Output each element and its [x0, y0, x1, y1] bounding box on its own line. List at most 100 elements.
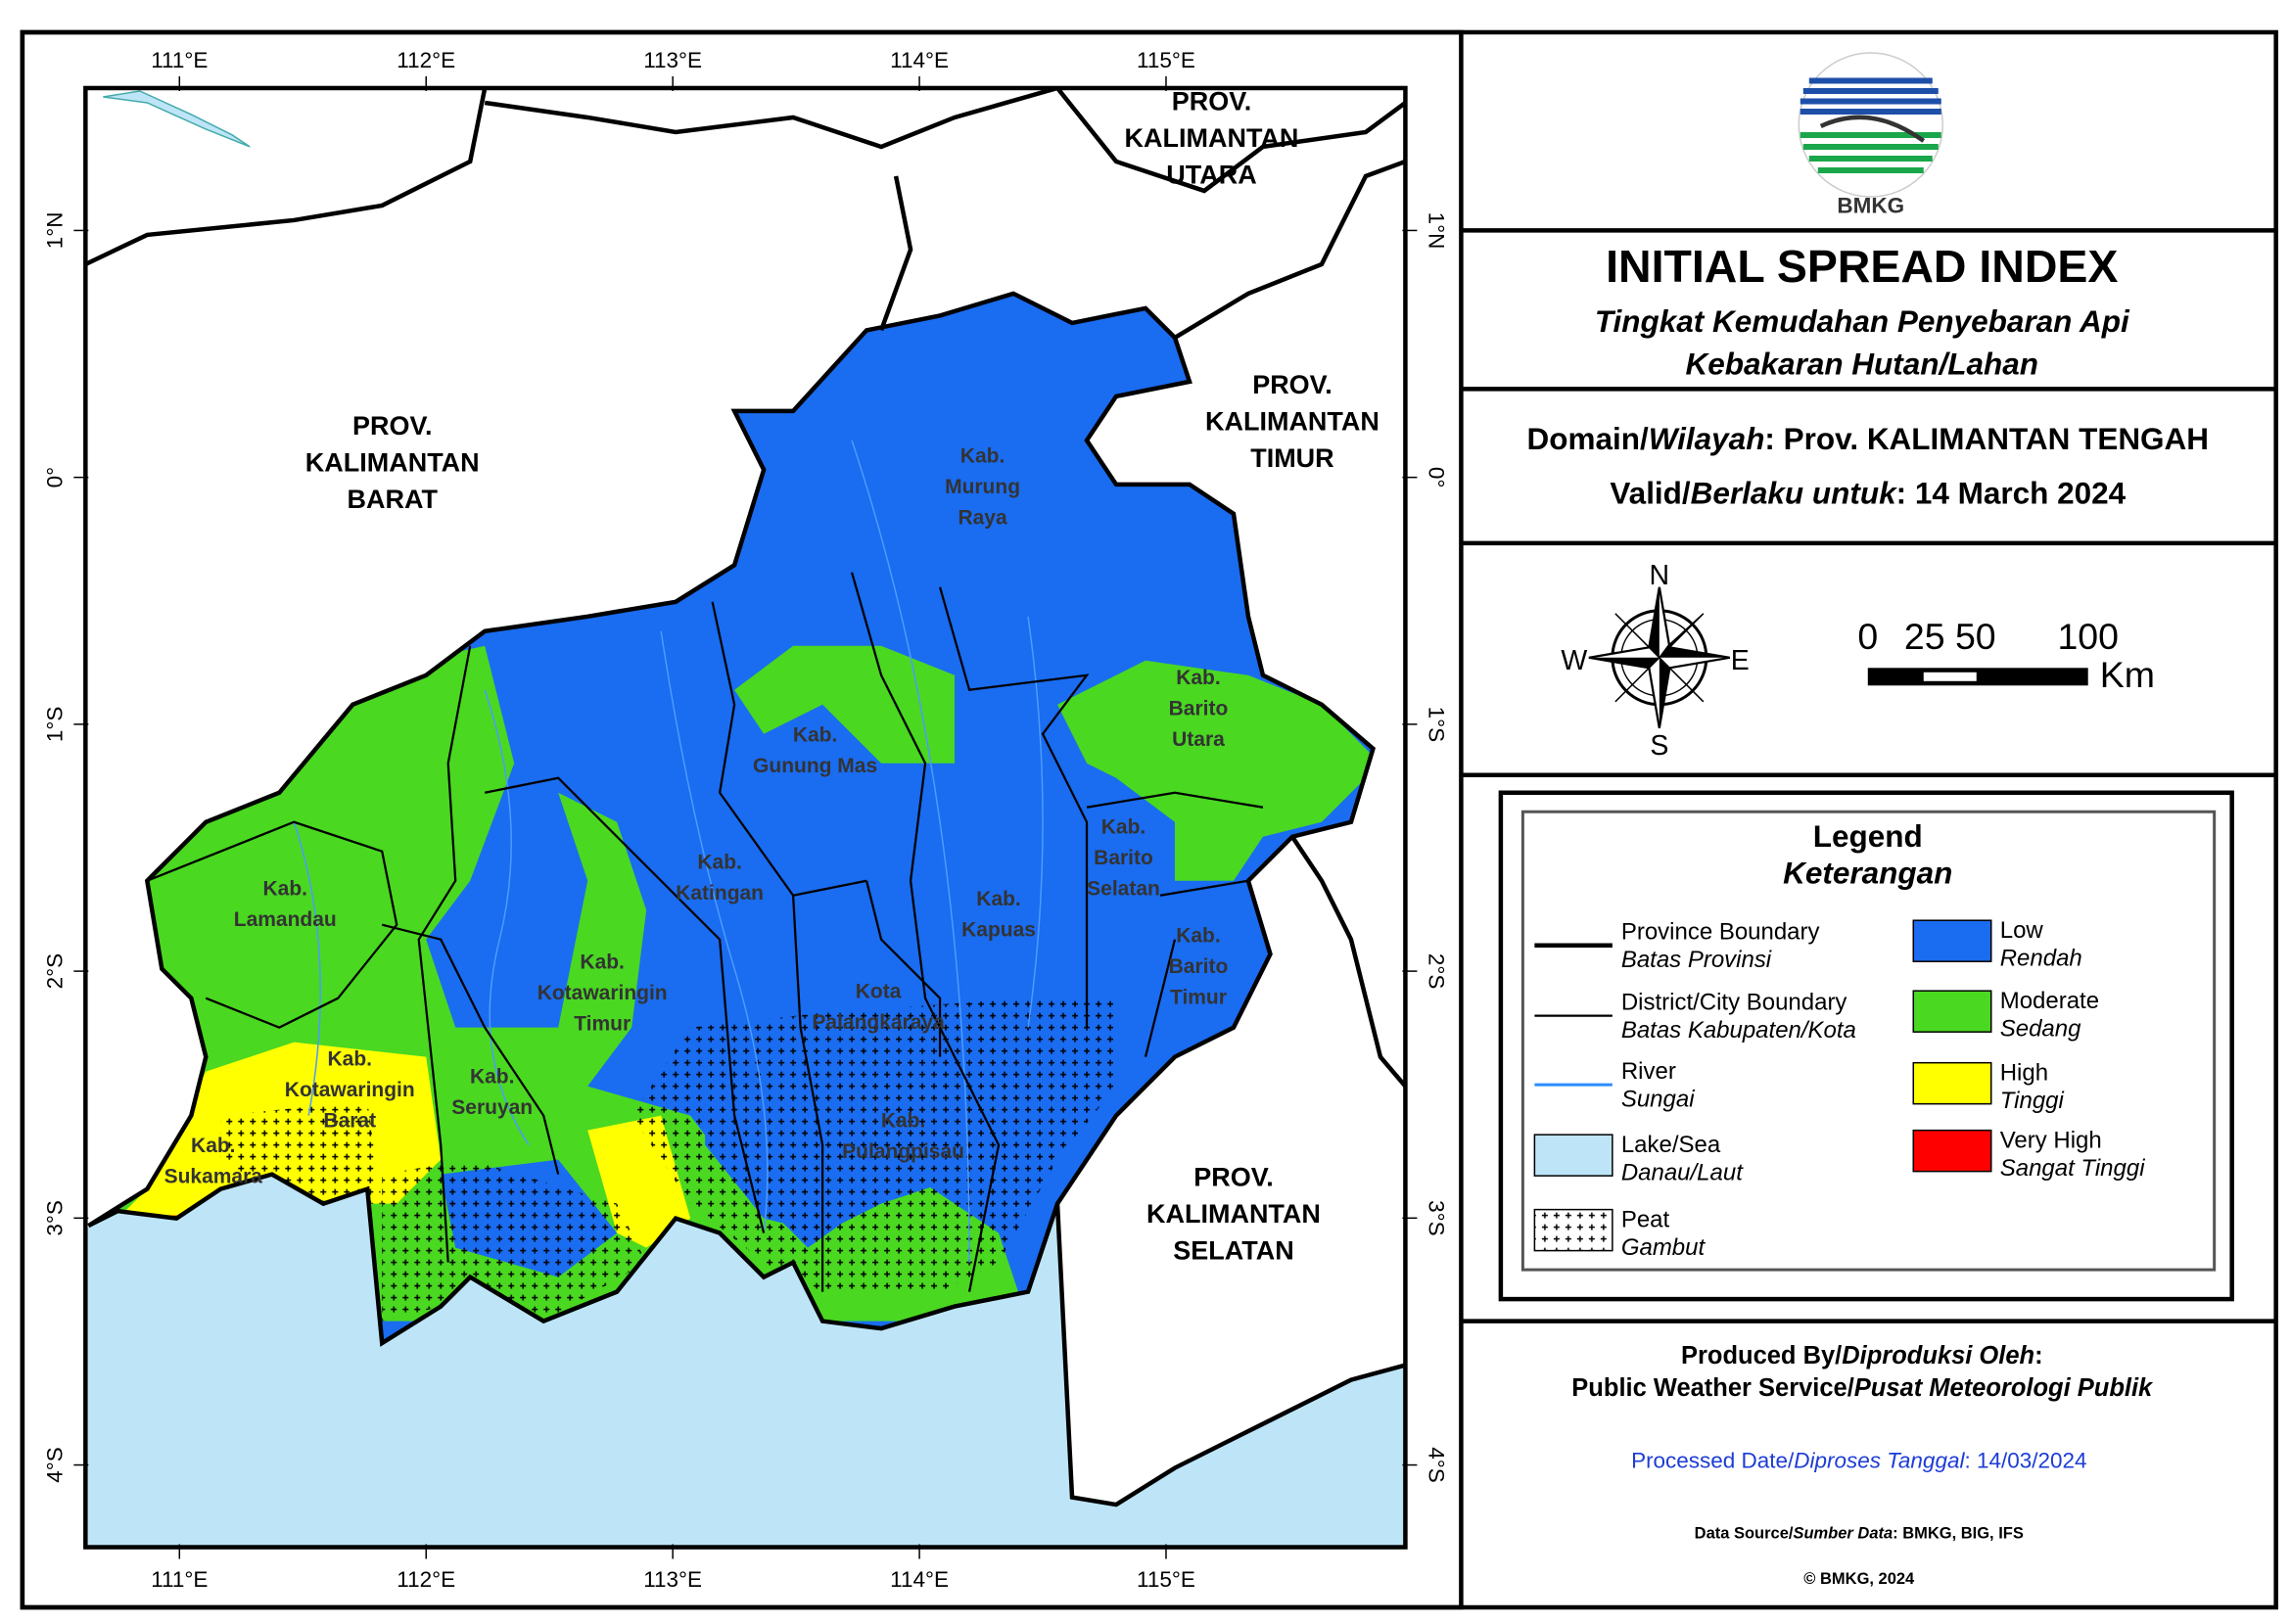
legend-label: Peat: [1621, 1207, 1670, 1233]
district-label: Barito: [1169, 697, 1229, 719]
province-boundary: [85, 87, 488, 266]
lat-label: 3°S: [42, 1200, 67, 1236]
legend-sublabel: Gambut: [1621, 1234, 1707, 1261]
river: [1027, 616, 1044, 1028]
scale-label: 100: [2057, 616, 2119, 657]
service-part: Public Weather Service/: [1571, 1374, 1853, 1402]
district-label: Barito: [1094, 847, 1153, 869]
province-label: KALIMANTAN: [1205, 406, 1379, 436]
moderate-area: [734, 645, 956, 764]
lat-label: 4°S: [42, 1447, 67, 1483]
district-label: Kab.: [580, 951, 624, 974]
province-boundary: [878, 175, 913, 332]
legend-sublabel: Sangat Tinggi: [2000, 1155, 2145, 1182]
legend-label: Low: [2000, 917, 2044, 944]
lat-label: 2°S: [42, 953, 67, 990]
produced-by-part: Diproduksi Oleh: [1842, 1342, 2034, 1369]
moderate-area: [1057, 660, 1374, 881]
legend-sublabel: Sungai: [1621, 1087, 1695, 1113]
province-label: KALIMANTAN: [305, 447, 480, 477]
compass-label: S: [1650, 730, 1668, 762]
processed-date-part: Processed Date/: [1631, 1449, 1795, 1473]
district-label: Lamandau: [234, 908, 337, 931]
district-label: Kab.: [1176, 667, 1220, 689]
copyright: © BMKG, 2024: [1803, 1570, 1915, 1588]
domain-part: : Prov. KALIMANTAN TENGAH: [1764, 421, 2209, 456]
scale-unit: Km: [2100, 654, 2155, 695]
province-label: BARAT: [348, 485, 439, 514]
district-boundary: [146, 820, 398, 1029]
data-source-part: Sumber Data: [1793, 1525, 1893, 1543]
province-boundary: [1290, 835, 1406, 1089]
district-label: Kota: [856, 981, 902, 1003]
district-label: Kab.: [793, 723, 837, 746]
processed-date-part: : 14/03/2024: [1964, 1449, 2086, 1473]
lon-label: 112°E: [397, 1567, 455, 1592]
province-label: PROV.: [352, 411, 432, 441]
map-border: [83, 85, 1408, 1550]
province-label: PROV.: [1252, 370, 1332, 399]
produced-by-part: :: [2034, 1342, 2043, 1369]
legend-swatch: [1533, 1208, 1613, 1252]
lat-label: 2°S: [1424, 953, 1448, 990]
legend-sublabel: Sedang: [2000, 1016, 2081, 1043]
district-label: Sukamara: [164, 1166, 263, 1188]
lon-label: 111°E: [151, 1567, 208, 1592]
district-boundary: [1086, 791, 1264, 1057]
lake: [103, 90, 251, 148]
district-label: Kab.: [976, 888, 1020, 910]
info-panel: [1461, 52, 2276, 1323]
lat-label: 1°S: [42, 707, 67, 743]
domain-part: Domain/: [1527, 421, 1649, 456]
service-part: Pusat Meteorologi Publik: [1854, 1374, 2154, 1402]
legend-sublabel: Batas Provinsi: [1621, 947, 1772, 973]
data-source: Data Source/Sumber Data: BMKG, BIG, IFS: [1695, 1525, 2024, 1543]
district-label: Palangkaraya: [812, 1011, 945, 1034]
lon-label: 115°E: [1137, 1567, 1195, 1592]
compass-label: N: [1650, 560, 1670, 591]
legend-label: Province Boundary: [1621, 919, 1820, 946]
district-label: Utara: [1172, 728, 1225, 751]
district-label: Kab.: [881, 1110, 925, 1133]
district-boundary: [484, 776, 766, 1233]
legend-sublabel: Rendah: [2000, 946, 2082, 972]
lat-label: 1°N: [1424, 212, 1448, 250]
province-label: UTARA: [1166, 160, 1256, 189]
title: INITIAL SPREAD INDEX: [1606, 241, 2118, 292]
province-boundary: [87, 291, 1377, 1347]
district-label: Kab.: [1176, 925, 1220, 948]
domain: Domain/Wilayah: Prov. KALIMANTAN TENGAH: [1527, 421, 2209, 456]
logo-text: BMKG: [1837, 193, 1904, 217]
service: Public Weather Service/Pusat Meteorologi…: [1571, 1374, 2154, 1402]
district-label: Kab.: [470, 1066, 514, 1089]
sea: [85, 1174, 1406, 1548]
district-label: Kab.: [1101, 816, 1146, 839]
legend-label: River: [1621, 1058, 1676, 1085]
district-label: Kab.: [697, 852, 741, 874]
map: [85, 87, 1406, 1548]
province-boundary: [1173, 159, 1406, 340]
legend-title: Legend: [1813, 818, 1923, 854]
district-boundary: [938, 586, 1090, 1028]
lat-label: 0°: [1424, 467, 1448, 487]
legend-swatch: [1533, 1134, 1613, 1177]
district-label: Kab.: [263, 878, 307, 901]
compass-label: W: [1561, 645, 1587, 676]
peat-area: [382, 1159, 647, 1322]
lon-label: 114°E: [890, 48, 949, 72]
legend-label: High: [2000, 1060, 2048, 1087]
scale-label: 25 50: [1904, 616, 1996, 657]
peat-area: [631, 998, 1117, 1292]
processed-date: Processed Date/Diproses Tanggal: 14/03/2…: [1631, 1449, 2086, 1473]
province-boundary: [484, 87, 1058, 150]
compass-label: E: [1731, 645, 1750, 676]
district-label: Kotawaringin: [285, 1079, 415, 1101]
district-label: Pulangpisau: [842, 1140, 964, 1163]
lon-label: 112°E: [397, 48, 455, 72]
province-boundary: [1055, 87, 1406, 194]
subtitle: Tingkat Kemudahan Penyebaran Api: [1595, 303, 2130, 339]
scale-bar: [1867, 668, 2088, 686]
lon-label: 111°E: [151, 48, 208, 72]
